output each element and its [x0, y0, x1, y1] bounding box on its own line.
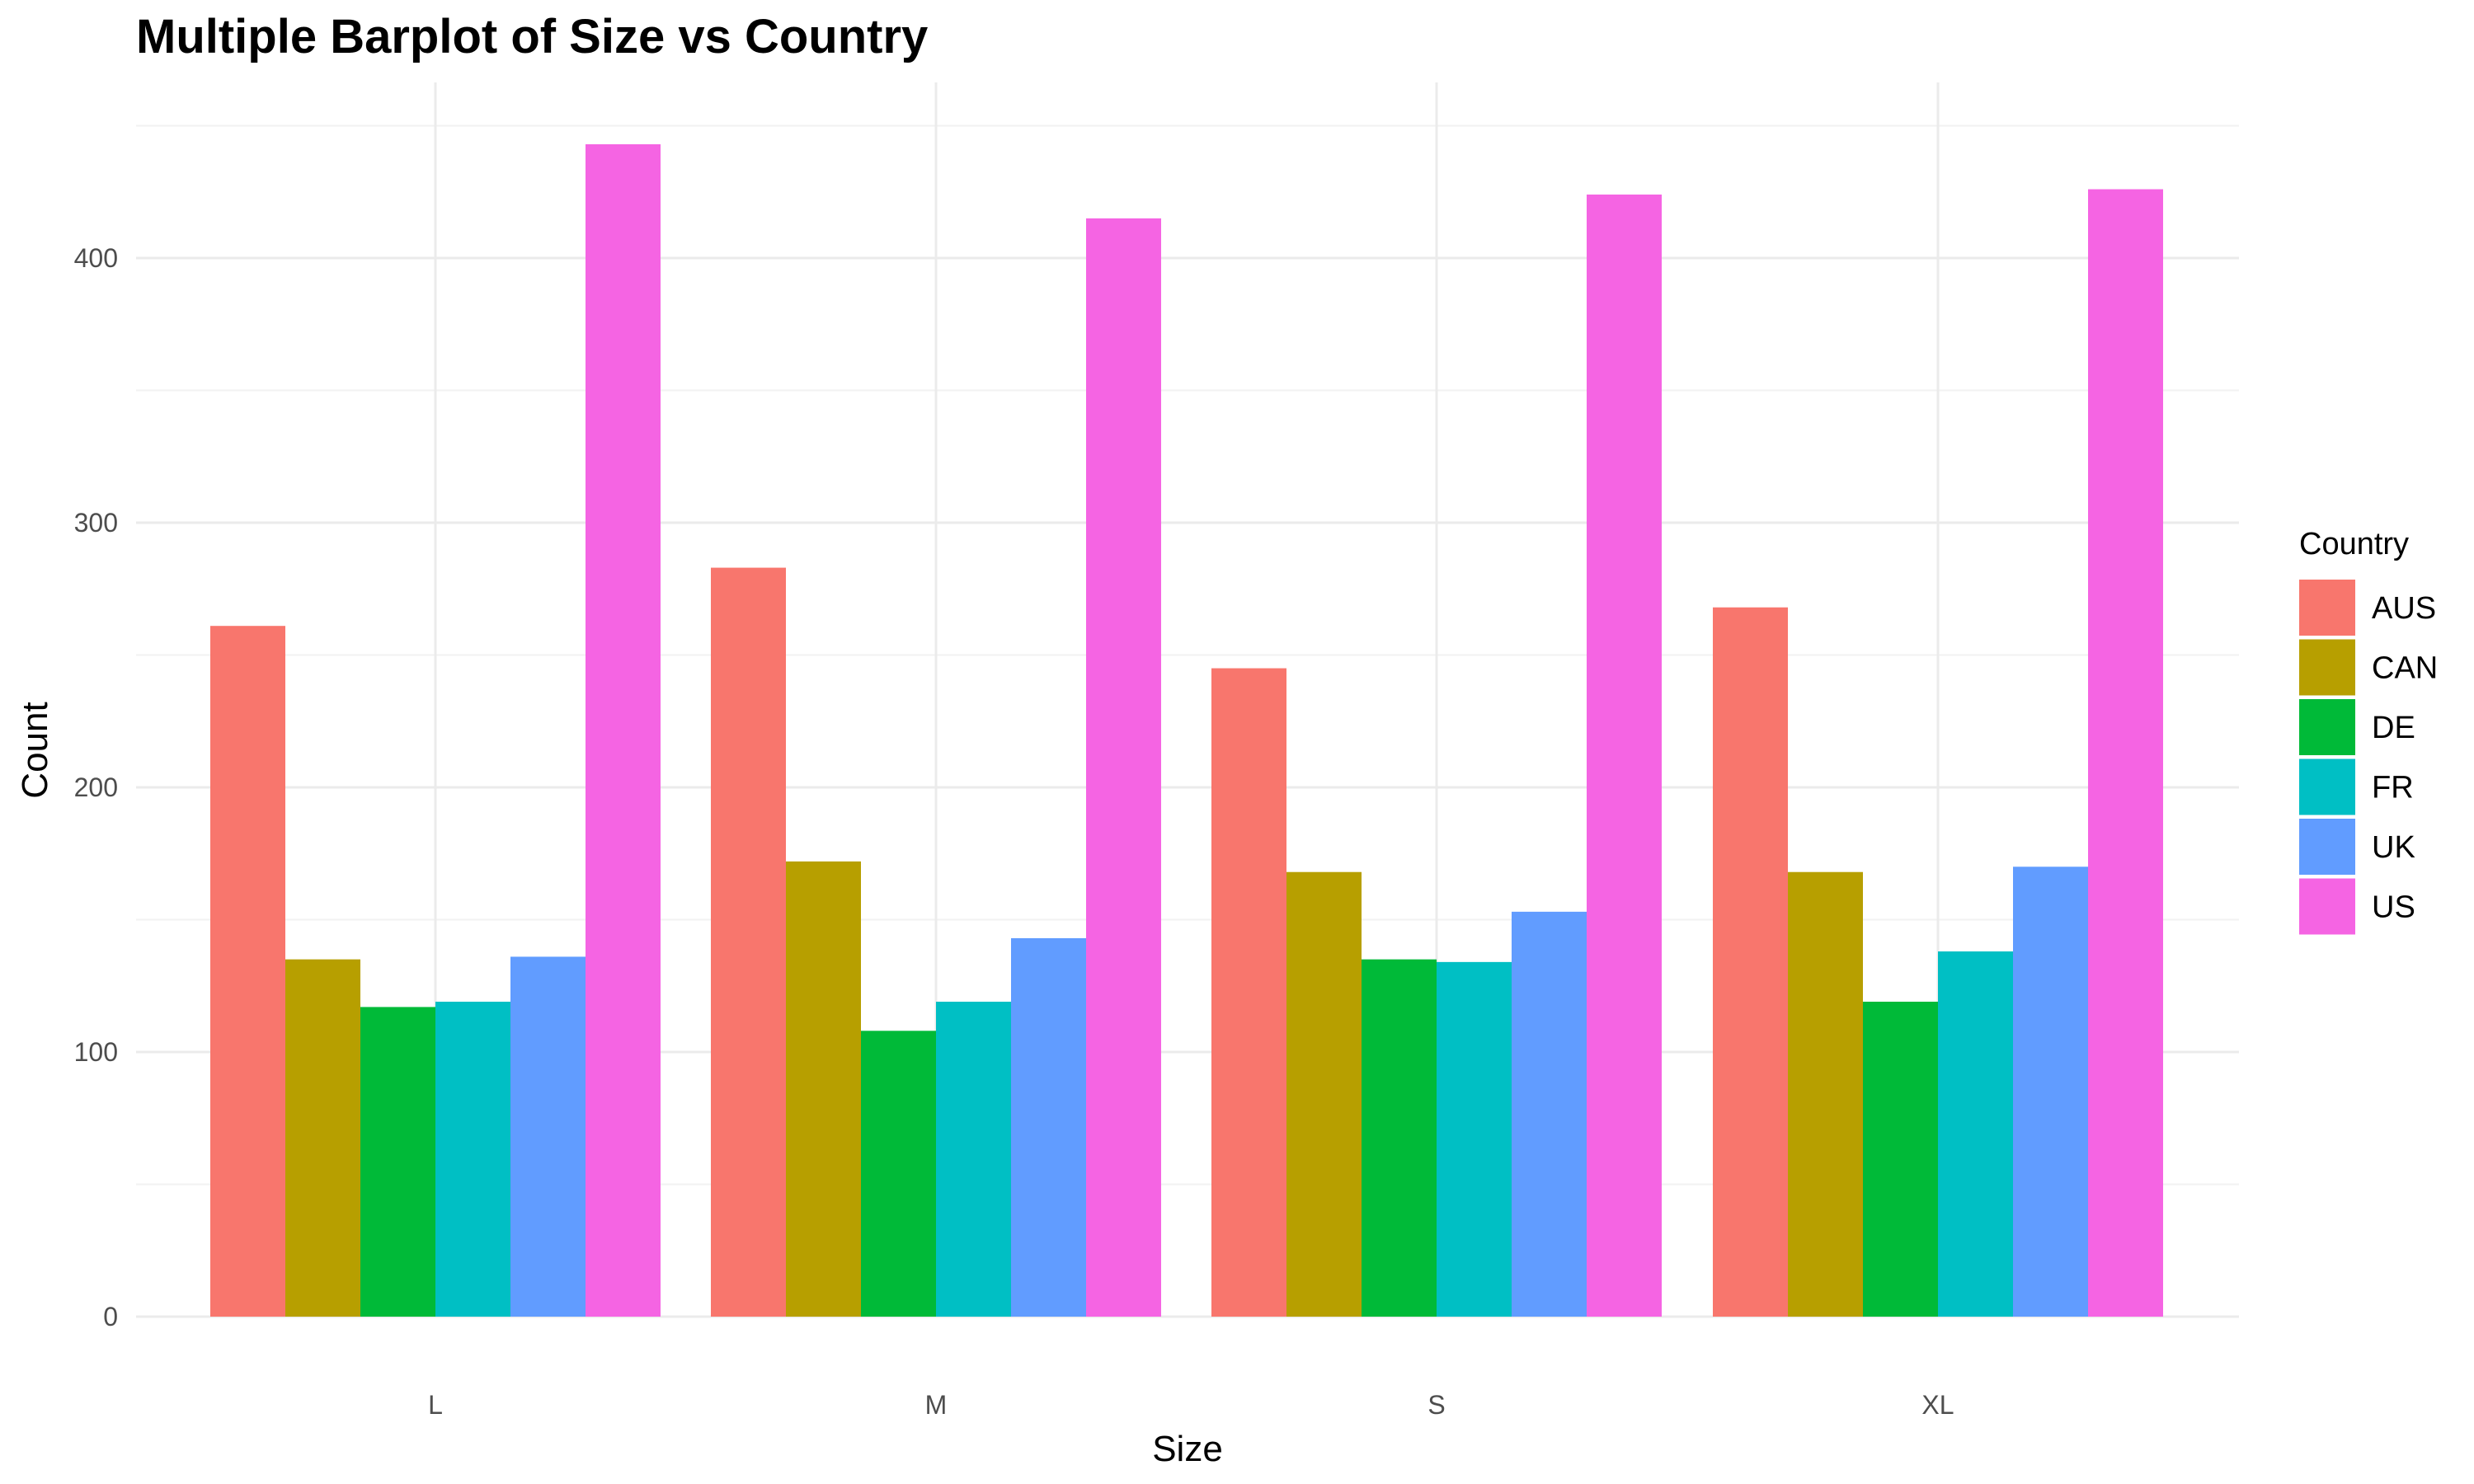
legend-key-aus [2299, 580, 2355, 636]
chart-title: Multiple Barplot of Size vs Country [136, 10, 928, 63]
bars [210, 143, 2163, 1317]
bar-m-uk [1011, 937, 1086, 1317]
bar-xl-us [2088, 189, 2163, 1317]
y-tick-label: 0 [103, 1302, 118, 1331]
legend-label-aus: AUS [2372, 591, 2436, 626]
bar-l-de [360, 1007, 435, 1317]
bar-l-fr [435, 1002, 510, 1317]
bar-xl-uk [2013, 866, 2088, 1317]
bar-xl-de [1863, 1002, 1938, 1317]
legend-key-uk [2299, 819, 2355, 875]
bar-m-aus [711, 567, 786, 1317]
bar-s-de [1362, 959, 1437, 1317]
bar-m-de [861, 1031, 936, 1317]
y-axis-ticks: 0 100 200 300 400 [74, 243, 118, 1331]
legend-label-fr: FR [2372, 771, 2414, 805]
bar-l-can [285, 959, 360, 1317]
x-axis-ticks: L M S XL [428, 1390, 1954, 1420]
bar-s-can [1286, 871, 1362, 1317]
legend-label-uk: UK [2372, 830, 2415, 865]
bar-m-fr [936, 1002, 1011, 1317]
legend-key-can [2299, 639, 2355, 696]
bar-xl-aus [1713, 607, 1788, 1317]
legend-label-us: US [2372, 890, 2415, 925]
x-tick-label: M [925, 1390, 948, 1420]
legend-label-de: DE [2372, 711, 2415, 745]
legend-key-us [2299, 878, 2355, 935]
bar-s-uk [1512, 911, 1587, 1317]
x-tick-label: L [428, 1390, 443, 1420]
legend-label-can: CAN [2372, 651, 2438, 686]
y-tick-label: 200 [74, 773, 118, 802]
bar-l-us [586, 143, 661, 1317]
bar-s-fr [1437, 961, 1512, 1317]
x-tick-label: XL [1921, 1390, 1954, 1420]
legend: Country AUS CAN DE FR UK US [2299, 527, 2438, 935]
x-axis-title: Size [1152, 1429, 1223, 1469]
y-axis-title: Count [15, 702, 55, 798]
bar-m-can [786, 861, 861, 1317]
legend-key-fr [2299, 758, 2355, 815]
y-tick-label: 300 [74, 508, 118, 538]
legend-key-de [2299, 699, 2355, 755]
bar-l-uk [510, 956, 586, 1317]
legend-title: Country [2299, 527, 2409, 561]
bar-s-aus [1211, 668, 1286, 1317]
y-tick-label: 400 [74, 243, 118, 273]
bar-s-us [1587, 194, 1662, 1317]
bar-l-aus [210, 626, 285, 1317]
bar-xl-fr [1938, 951, 2013, 1317]
bar-xl-can [1788, 871, 1863, 1317]
x-tick-label: S [1427, 1390, 1445, 1420]
y-tick-label: 100 [74, 1037, 118, 1067]
bar-m-us [1086, 218, 1161, 1317]
